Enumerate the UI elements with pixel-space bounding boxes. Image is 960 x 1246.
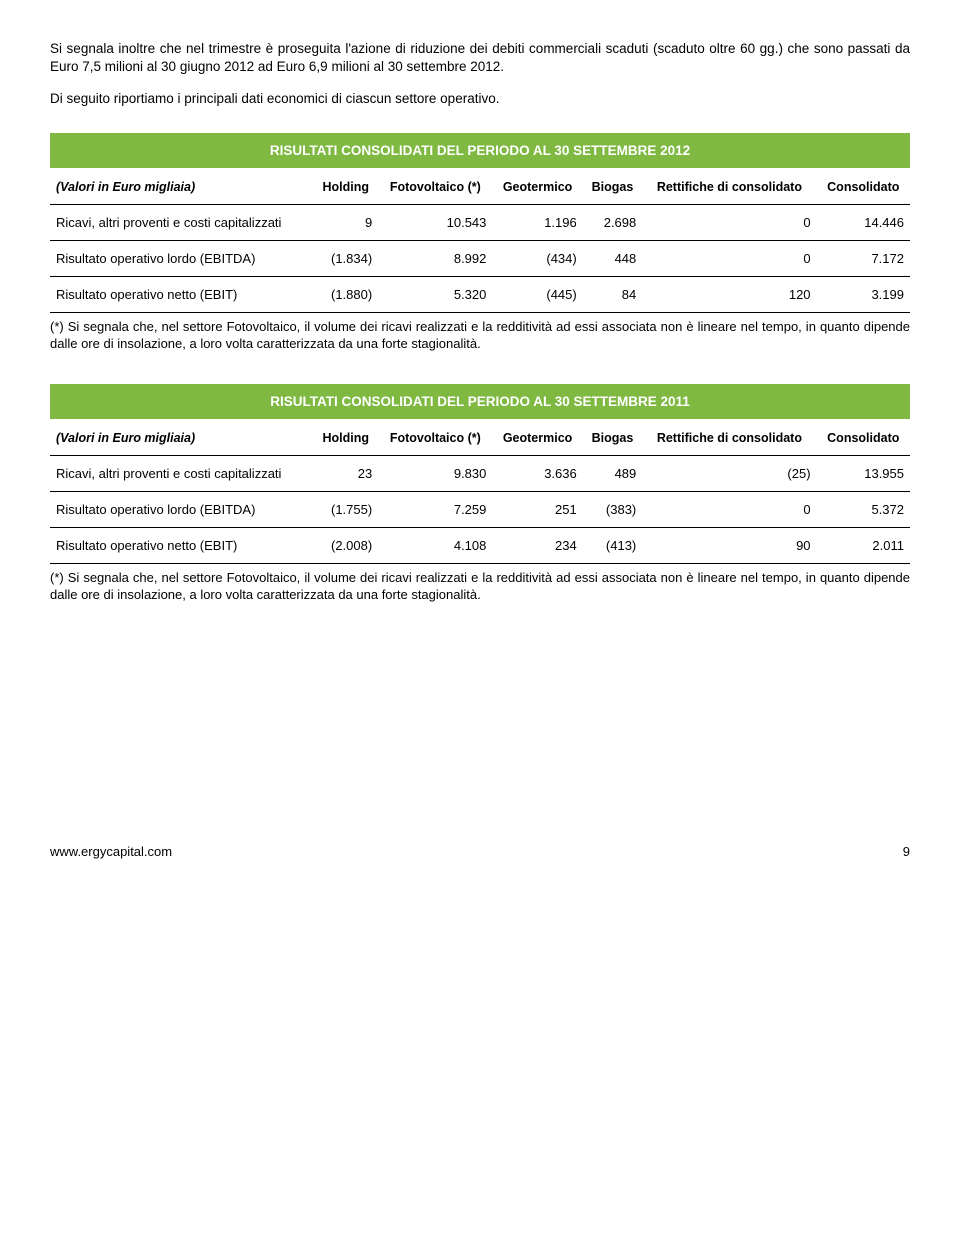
cell: 489	[583, 456, 643, 492]
cell: 13.955	[817, 456, 910, 492]
col-consolidato: Consolidato	[817, 170, 910, 205]
cell: 9.830	[378, 456, 492, 492]
footer-url: www.ergycapital.com	[50, 844, 172, 859]
cell: 9	[313, 205, 378, 241]
col-geotermico: Geotermico	[492, 170, 582, 205]
cell: 14.446	[817, 205, 910, 241]
cell: (2.008)	[313, 528, 378, 564]
cell: 448	[583, 241, 643, 277]
row-label: Risultato operativo lordo (EBITDA)	[50, 492, 313, 528]
table-row: Risultato operativo netto (EBIT) (2.008)…	[50, 528, 910, 564]
row-label: Ricavi, altri proventi e costi capitaliz…	[50, 205, 313, 241]
footer-page-number: 9	[903, 844, 910, 859]
table-2011-header-row: (Valori in Euro migliaia) Holding Fotovo…	[50, 421, 910, 456]
cell: 0	[642, 241, 816, 277]
col-fotovoltaico: Fotovoltaico (*)	[378, 421, 492, 456]
table-row: Risultato operativo netto (EBIT) (1.880)…	[50, 277, 910, 313]
col-holding: Holding	[313, 421, 378, 456]
cell: (1.834)	[313, 241, 378, 277]
cell: (1.755)	[313, 492, 378, 528]
cell: 0	[642, 205, 816, 241]
row-label: Risultato operativo netto (EBIT)	[50, 528, 313, 564]
col-label: (Valori in Euro migliaia)	[50, 421, 313, 456]
cell: (434)	[492, 241, 582, 277]
paragraph-1: Si segnala inoltre che nel trimestre è p…	[50, 40, 910, 76]
cell: 7.172	[817, 241, 910, 277]
col-rettifiche: Rettifiche di consolidato	[642, 170, 816, 205]
table-2012-title: RISULTATI CONSOLIDATI DEL PERIODO AL 30 …	[50, 133, 910, 169]
cell: (1.880)	[313, 277, 378, 313]
table-2011: RISULTATI CONSOLIDATI DEL PERIODO AL 30 …	[50, 384, 910, 564]
cell: 234	[492, 528, 582, 564]
cell: (383)	[583, 492, 643, 528]
table-2012-footnote: (*) Si segnala che, nel settore Fotovolt…	[50, 319, 910, 353]
page-footer: www.ergycapital.com 9	[50, 844, 910, 859]
table-row: Ricavi, altri proventi e costi capitaliz…	[50, 456, 910, 492]
row-label: Risultato operativo netto (EBIT)	[50, 277, 313, 313]
table-row: Risultato operativo lordo (EBITDA) (1.83…	[50, 241, 910, 277]
table-row: Ricavi, altri proventi e costi capitaliz…	[50, 205, 910, 241]
cell: 4.108	[378, 528, 492, 564]
cell: (413)	[583, 528, 643, 564]
paragraph-2: Di seguito riportiamo i principali dati …	[50, 90, 910, 108]
col-label: (Valori in Euro migliaia)	[50, 170, 313, 205]
cell: 84	[583, 277, 643, 313]
col-geotermico: Geotermico	[492, 421, 582, 456]
table-2012: RISULTATI CONSOLIDATI DEL PERIODO AL 30 …	[50, 133, 910, 313]
cell: 3.199	[817, 277, 910, 313]
cell: 90	[642, 528, 816, 564]
table-2011-footnote: (*) Si segnala che, nel settore Fotovolt…	[50, 570, 910, 604]
cell: 2.698	[583, 205, 643, 241]
row-label: Risultato operativo lordo (EBITDA)	[50, 241, 313, 277]
table-2011-title: RISULTATI CONSOLIDATI DEL PERIODO AL 30 …	[50, 384, 910, 420]
cell: 7.259	[378, 492, 492, 528]
cell: 0	[642, 492, 816, 528]
cell: 120	[642, 277, 816, 313]
cell: (445)	[492, 277, 582, 313]
cell: 5.372	[817, 492, 910, 528]
col-fotovoltaico: Fotovoltaico (*)	[378, 170, 492, 205]
col-biogas: Biogas	[583, 421, 643, 456]
cell: 3.636	[492, 456, 582, 492]
table-row: Risultato operativo lordo (EBITDA) (1.75…	[50, 492, 910, 528]
cell: 251	[492, 492, 582, 528]
col-consolidato: Consolidato	[817, 421, 910, 456]
cell: (25)	[642, 456, 816, 492]
cell: 23	[313, 456, 378, 492]
row-label: Ricavi, altri proventi e costi capitaliz…	[50, 456, 313, 492]
cell: 5.320	[378, 277, 492, 313]
cell: 1.196	[492, 205, 582, 241]
col-rettifiche: Rettifiche di consolidato	[642, 421, 816, 456]
cell: 2.011	[817, 528, 910, 564]
cell: 8.992	[378, 241, 492, 277]
table-2012-header-row: (Valori in Euro migliaia) Holding Fotovo…	[50, 170, 910, 205]
cell: 10.543	[378, 205, 492, 241]
col-biogas: Biogas	[583, 170, 643, 205]
col-holding: Holding	[313, 170, 378, 205]
